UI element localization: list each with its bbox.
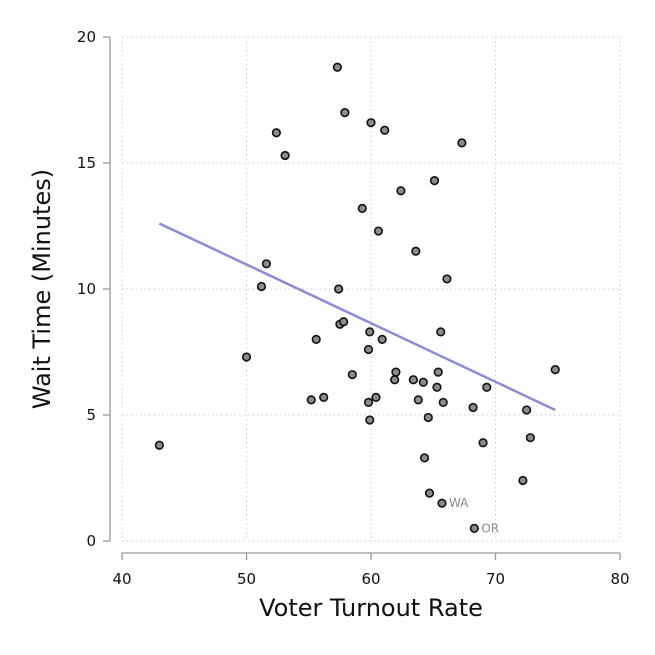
data-point (478, 438, 488, 448)
data-point (241, 352, 252, 362)
tick-labels: 0 5 10 15 20 40 50 60 70 80 (77, 28, 630, 588)
data-point (429, 176, 440, 186)
data-point (366, 118, 376, 128)
grid-lines (121, 36, 621, 542)
data-point (469, 523, 479, 534)
data-point (371, 392, 381, 402)
data-point (411, 246, 421, 256)
data-point (437, 498, 447, 508)
data-point (380, 125, 390, 135)
data-point (357, 203, 367, 213)
data-point (363, 397, 374, 408)
data-point (363, 344, 374, 355)
point-label: WA (449, 496, 469, 510)
data-point (391, 367, 401, 377)
x-tick-label: 80 (610, 570, 629, 588)
y-tick-label: 5 (86, 406, 96, 424)
x-tick-label: 60 (361, 570, 380, 588)
data-point (280, 150, 290, 161)
y-axis-title: Wait Time (Minutes) (28, 169, 56, 409)
data-point (256, 281, 267, 292)
data-point (339, 317, 349, 327)
y-tick-label: 0 (86, 532, 96, 550)
data-point (522, 405, 532, 415)
trend-line (158, 222, 556, 412)
data-point (347, 370, 357, 380)
data-point (468, 402, 478, 413)
data-point (413, 395, 423, 405)
y-tick-label: 15 (77, 154, 96, 172)
x-tick-label: 70 (486, 570, 505, 588)
data-point (442, 274, 452, 284)
data-point (436, 327, 446, 337)
data-point (424, 488, 435, 498)
point-label: OR (481, 521, 499, 535)
data-point (334, 284, 344, 294)
data-point (433, 367, 443, 377)
data-point (154, 440, 164, 450)
data-point (311, 334, 321, 345)
data-point (377, 334, 387, 345)
y-tick-label: 10 (77, 280, 96, 298)
data-point (396, 186, 406, 196)
data-point (423, 412, 433, 423)
data-point (332, 62, 342, 72)
data-point (373, 226, 384, 236)
data-point (319, 392, 329, 402)
x-tick-label: 50 (237, 570, 256, 588)
data-point (418, 377, 428, 387)
data-point (408, 375, 418, 385)
data-point (390, 375, 400, 385)
data-point (306, 395, 316, 405)
x-tick-label: 40 (112, 570, 131, 588)
data-point (525, 433, 535, 443)
y-tick-label: 20 (77, 28, 96, 46)
data-point (271, 128, 281, 138)
data-point (550, 365, 560, 375)
data-point (365, 415, 375, 425)
data-point (438, 397, 448, 408)
data-point (340, 107, 350, 118)
data-point (518, 475, 528, 486)
axes (103, 36, 621, 560)
data-point (261, 259, 272, 269)
x-axis-title: Voter Turnout Rate (259, 594, 483, 622)
data-point (482, 382, 492, 392)
data-point (432, 382, 442, 392)
data-point (419, 453, 430, 463)
trend-line-group (158, 222, 556, 412)
data-point (365, 327, 375, 337)
data-points: WA OR (154, 62, 560, 535)
data-point (457, 138, 467, 148)
